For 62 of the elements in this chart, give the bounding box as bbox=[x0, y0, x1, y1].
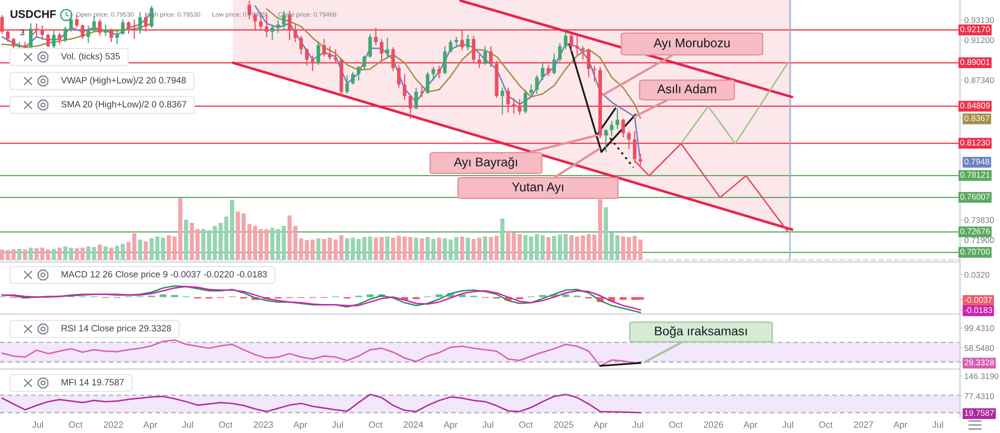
annotation: VWAP (High+Low)/2 20 0.7948 bbox=[61, 76, 186, 86]
x-tick-label: Oct bbox=[519, 421, 533, 428]
y-tick-label: 0.8367 bbox=[964, 115, 990, 122]
x-tick-label: Jul bbox=[332, 421, 343, 428]
annotation: USDCHF bbox=[10, 10, 56, 18]
y-tick-label: 0.71900 bbox=[964, 237, 994, 244]
x-tick-label: Jul bbox=[32, 421, 43, 428]
x-tick-label: Jul bbox=[782, 421, 794, 428]
x-tick-label: Apr bbox=[444, 422, 458, 430]
annotation: MACD 12 26 Close price 9 -0.0037 -0.0220 -0.0183 bbox=[62, 270, 267, 280]
annotation: MFI 14 19.7587 bbox=[62, 379, 124, 386]
y-tick-label: 0.93130 bbox=[964, 17, 994, 24]
x-tick-label: Oct bbox=[68, 421, 83, 428]
annotation: RSI 14 Close price 29.3328 bbox=[62, 324, 172, 334]
x-tick-label: 2026 bbox=[704, 421, 724, 428]
x-tick-label: 2027 bbox=[854, 421, 874, 428]
ref-line-label: 0.84809 bbox=[960, 102, 990, 108]
x-tick-label: Apr bbox=[893, 422, 908, 430]
annotation: Vol. (ticks) 535 bbox=[61, 52, 120, 62]
x-tick-label: Jul bbox=[932, 421, 943, 428]
y-tick-label: 58.5480 bbox=[964, 345, 994, 352]
ref-line-label: 0.89001 bbox=[960, 59, 990, 66]
x-tick-label: Oct bbox=[218, 421, 232, 428]
x-tick-label: Apr bbox=[143, 422, 158, 430]
x-tick-label: Jul bbox=[482, 421, 494, 428]
y-tick-label: 0.7948 bbox=[964, 158, 990, 165]
ref-line-label: 0.72676 bbox=[960, 228, 990, 234]
x-tick-label: Apr bbox=[743, 422, 758, 430]
x-tick-label: Apr bbox=[293, 422, 308, 430]
annotation: Ayı Morubozu bbox=[654, 38, 730, 50]
annotation: SMA 20 (High+Low)/2 0 0.8367 bbox=[61, 100, 186, 110]
x-tick-label: Oct bbox=[669, 421, 683, 428]
y-tick-label: -0.0183 bbox=[964, 307, 992, 314]
y-tick-label: 99.4310 bbox=[964, 325, 994, 332]
annotation: Boğa ıraksaması bbox=[655, 326, 747, 338]
y-tick-label: 0.91200 bbox=[964, 37, 994, 44]
ref-line-label: 0.70700 bbox=[960, 248, 990, 255]
x-tick-label: Oct bbox=[368, 421, 382, 428]
annotation: Yutan Ayı bbox=[512, 182, 564, 194]
y-tick-label: 77.4310 bbox=[964, 393, 994, 400]
ref-line-label: 0.81230 bbox=[960, 140, 990, 146]
x-tick-label: 2025 bbox=[554, 421, 574, 428]
y-tick-label: 0.0320 bbox=[964, 272, 990, 278]
x-tick-label: Oct bbox=[819, 421, 833, 428]
annotation: Ayı Bayrağı bbox=[454, 157, 518, 169]
x-tick-label: Apr bbox=[594, 422, 608, 430]
annotation: 3 bbox=[20, 29, 24, 36]
y-tick-label: 0.87340 bbox=[964, 77, 994, 84]
x-tick-label: Jul bbox=[632, 421, 644, 428]
x-tick-label: Jul bbox=[182, 421, 193, 428]
x-tick-label: 2024 bbox=[404, 421, 424, 428]
y-tick-label: -0.0037 bbox=[964, 296, 992, 303]
y-tick-label: 29.3328 bbox=[964, 359, 994, 366]
ref-line-label: 0.78121 bbox=[960, 172, 990, 178]
x-tick-label: 2023 bbox=[254, 421, 273, 428]
y-tick-label: 0.73830 bbox=[964, 217, 994, 224]
annotation: Asılı Adam bbox=[657, 84, 716, 94]
y-tick-label: 146.3190 bbox=[964, 373, 999, 380]
x-tick-label: 2022 bbox=[104, 421, 123, 428]
y-tick-label: 19.7587 bbox=[964, 410, 994, 416]
ref-line-label: 0.76007 bbox=[960, 194, 990, 200]
ref-line-label: 0.92170 bbox=[960, 26, 990, 32]
